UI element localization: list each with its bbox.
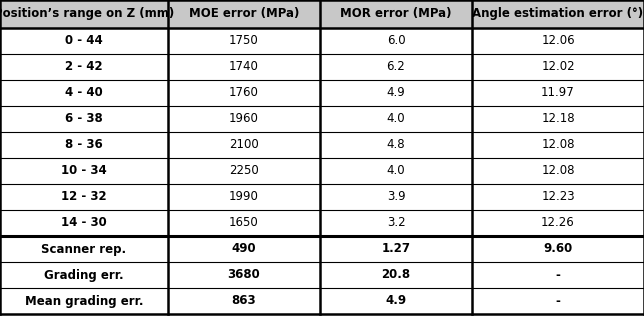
Text: 1.27: 1.27 [381, 242, 410, 255]
Text: 14 - 30: 14 - 30 [61, 216, 107, 229]
Bar [0, 0, 644, 28]
Text: 6.2: 6.2 [386, 61, 405, 74]
Text: 2 - 42: 2 - 42 [65, 61, 103, 74]
Text: 8 - 36: 8 - 36 [65, 139, 103, 152]
Text: 3680: 3680 [227, 268, 260, 281]
Text: 3.9: 3.9 [386, 190, 405, 203]
Text: MOE error (MPa): MOE error (MPa) [189, 8, 299, 21]
Text: 1990: 1990 [229, 190, 259, 203]
Text: 12.26: 12.26 [541, 216, 575, 229]
Text: 12.06: 12.06 [541, 35, 575, 48]
Text: 0 - 44: 0 - 44 [65, 35, 103, 48]
Text: 4 - 40: 4 - 40 [65, 87, 103, 100]
Text: 4.9: 4.9 [386, 294, 406, 307]
Text: 1740: 1740 [229, 61, 259, 74]
Text: 4.9: 4.9 [386, 87, 405, 100]
Text: MOR error (MPa): MOR error (MPa) [340, 8, 451, 21]
Text: 6.0: 6.0 [386, 35, 405, 48]
Text: 3.2: 3.2 [386, 216, 405, 229]
Text: Grading err.: Grading err. [44, 268, 124, 281]
Text: 12.02: 12.02 [541, 61, 575, 74]
Text: 11.97: 11.97 [541, 87, 575, 100]
Text: 1960: 1960 [229, 113, 259, 126]
Text: -: - [556, 268, 560, 281]
Text: Mean grading err.: Mean grading err. [24, 294, 143, 307]
Text: 1750: 1750 [229, 35, 259, 48]
Text: 4.8: 4.8 [386, 139, 405, 152]
Text: 12.18: 12.18 [541, 113, 575, 126]
Text: Angle estimation error (°): Angle estimation error (°) [473, 8, 643, 21]
Text: 10 - 34: 10 - 34 [61, 165, 107, 177]
Text: 2100: 2100 [229, 139, 259, 152]
Text: Scanner rep.: Scanner rep. [41, 242, 127, 255]
Text: 6 - 38: 6 - 38 [65, 113, 103, 126]
Text: 863: 863 [232, 294, 256, 307]
Text: 9.60: 9.60 [544, 242, 573, 255]
Text: 4.0: 4.0 [386, 165, 405, 177]
Text: 20.8: 20.8 [381, 268, 411, 281]
Text: 12.08: 12.08 [541, 165, 574, 177]
Text: 2250: 2250 [229, 165, 259, 177]
Text: 12 - 32: 12 - 32 [61, 190, 107, 203]
Text: -: - [556, 294, 560, 307]
Text: Position’s range on Z (mm): Position’s range on Z (mm) [0, 8, 174, 21]
Text: 12.23: 12.23 [541, 190, 575, 203]
Text: 1650: 1650 [229, 216, 259, 229]
Text: 490: 490 [232, 242, 256, 255]
Text: 1760: 1760 [229, 87, 259, 100]
Text: 12.08: 12.08 [541, 139, 574, 152]
Text: 4.0: 4.0 [386, 113, 405, 126]
